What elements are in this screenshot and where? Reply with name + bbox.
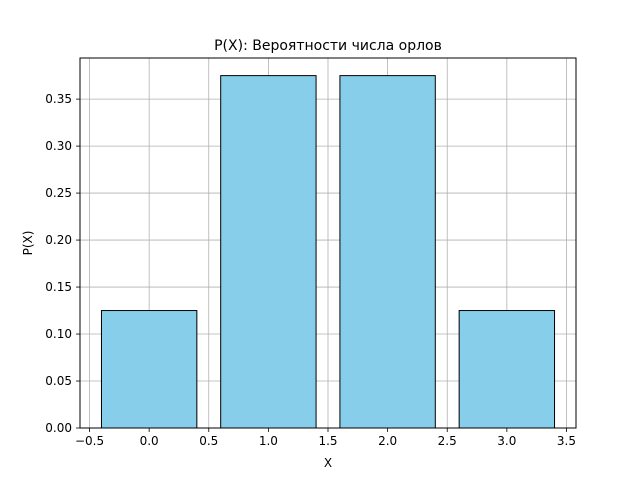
bar-x-1 <box>220 75 317 429</box>
y-tick-label: 0.15 <box>45 280 72 294</box>
x-tick-label: 1.0 <box>259 434 278 448</box>
x-tick-label: 3.0 <box>497 434 516 448</box>
x-tick-label: 2.0 <box>378 434 397 448</box>
bar-x-3 <box>458 310 556 429</box>
x-tick-label: 3.5 <box>557 434 576 448</box>
y-tick-label: 0.30 <box>45 139 72 153</box>
x-tick-label: 2.5 <box>438 434 457 448</box>
y-axis-label: P(X) <box>21 231 35 256</box>
y-tick-label: 0.20 <box>45 233 72 247</box>
x-tick-label: 0.0 <box>140 434 159 448</box>
bar-x-0 <box>100 310 198 429</box>
x-tick-label: 1.5 <box>318 434 337 448</box>
bar-x-2 <box>339 75 436 429</box>
x-axis-label: X <box>324 456 332 470</box>
y-tick-label: 0.10 <box>45 327 72 341</box>
y-tick-label: 0.35 <box>45 92 72 106</box>
bars <box>100 75 556 429</box>
y-tick-label: 0.25 <box>45 186 72 200</box>
y-tick-label: 0.05 <box>45 374 72 388</box>
chart-title: P(X): Вероятности числа орлов <box>214 38 442 54</box>
y-axis: 0.00 0.05 0.10 0.15 0.20 0.25 0.30 0.35 <box>45 92 80 435</box>
x-axis: −0.5 0.0 0.5 1.0 1.5 2.0 2.5 3.0 3.5 <box>75 428 576 448</box>
x-tick-label: 0.5 <box>199 434 218 448</box>
x-tick-label: −0.5 <box>75 434 104 448</box>
plot-area: −0.5 0.0 0.5 1.0 1.5 2.0 2.5 3.0 3.5 0.00 0.05 0.1… <box>45 57 577 448</box>
y-tick-label: 0.00 <box>45 421 72 435</box>
